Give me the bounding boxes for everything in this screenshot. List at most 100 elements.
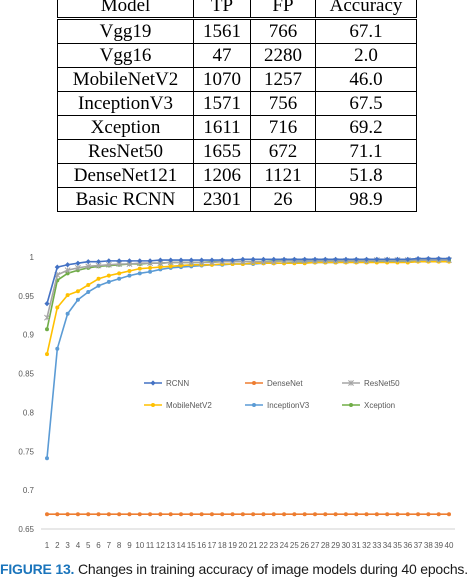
- data-point: [230, 512, 235, 517]
- data-point: [252, 381, 256, 385]
- x-tick-label: 5: [86, 541, 91, 550]
- series-line: [46, 259, 449, 330]
- data-point: [127, 273, 132, 278]
- data-point: [333, 512, 338, 517]
- legend-label: MobileNetV2: [166, 401, 212, 410]
- data-point: [220, 512, 225, 517]
- table-cell: 1571: [193, 91, 251, 116]
- series-mobilenetv2: [45, 259, 451, 357]
- data-point: [363, 256, 370, 262]
- table-cell: Vgg19: [57, 18, 194, 44]
- table-cell: 26: [250, 187, 316, 212]
- data-point: [148, 269, 153, 274]
- legend-item-resnet50: ResNet50: [342, 379, 400, 388]
- legend-label: ResNet50: [364, 379, 400, 388]
- table-cell: 1655: [193, 139, 251, 164]
- data-point: [364, 512, 369, 517]
- series-xception: [45, 258, 451, 332]
- data-point: [117, 276, 122, 281]
- header-accuracy: Accuracy: [315, 0, 417, 20]
- data-point: [447, 512, 451, 517]
- data-point: [148, 265, 153, 270]
- y-tick-label: 0.7: [23, 486, 35, 495]
- data-point: [65, 262, 71, 268]
- data-point: [251, 512, 256, 517]
- x-tick-label: 34: [383, 541, 392, 550]
- x-tick-label: 39: [434, 541, 443, 550]
- table-row: ResNet50 1655 672 71.1: [57, 139, 417, 164]
- table-cell: 1561: [193, 18, 251, 44]
- data-point: [323, 512, 328, 517]
- data-point: [405, 256, 411, 262]
- table-cell: 1206: [193, 163, 251, 188]
- data-point: [55, 346, 60, 351]
- x-tick-label: 32: [362, 541, 371, 550]
- header-tp: TP: [193, 0, 251, 20]
- x-tick-label: 28: [321, 541, 330, 550]
- data-point: [65, 293, 70, 298]
- data-point: [106, 279, 111, 284]
- data-point: [271, 512, 276, 517]
- x-tick-label: 22: [259, 541, 268, 550]
- series-inceptionv3: [45, 258, 451, 461]
- data-point: [117, 271, 122, 276]
- table-cell: 1611: [193, 115, 251, 140]
- series-line: [46, 260, 449, 355]
- x-axis-labels: 1 2 3 4 5 6 7 8 9 10 11 12 13 14 15 16 17 18 19 20 21 22 23 24 2…: [45, 541, 454, 550]
- data-point: [292, 512, 297, 517]
- x-tick-label: 16: [197, 541, 206, 550]
- y-axis-labels: 0.65 0.7 0.75 0.8 0.85 0.9 0.95 1: [18, 253, 34, 534]
- x-tick-label: 8: [117, 541, 122, 550]
- x-tick-label: 12: [156, 541, 165, 550]
- table-cell: 46.0: [315, 67, 417, 92]
- table-cell: 2.0: [315, 43, 417, 68]
- data-point: [106, 273, 111, 278]
- x-tick-label: 7: [107, 541, 112, 550]
- data-point: [45, 327, 49, 332]
- x-tick-label: 37: [414, 541, 423, 550]
- x-tick-label: 31: [352, 541, 361, 550]
- data-point: [312, 256, 318, 262]
- table-row: DenseNet121 1206 1121 51.8: [57, 163, 417, 188]
- data-point: [44, 314, 50, 321]
- table-row: Vgg19 1561 766 67.1: [57, 18, 417, 44]
- x-tick-label: 15: [187, 541, 196, 550]
- data-point: [282, 512, 287, 517]
- y-tick-label: 1: [30, 253, 35, 262]
- data-point: [189, 512, 194, 517]
- table-body: Vgg19 1561 766 67.1 Vgg16 47 2280 2.0 MobileNetV…: [57, 18, 417, 212]
- data-point: [55, 512, 60, 517]
- figure-caption: FIGURE 13. Changes in training accuracy …: [0, 561, 474, 577]
- data-point: [148, 512, 153, 517]
- legend-item-inceptionv3: InceptionV3: [245, 401, 310, 410]
- header-fp: FP: [250, 0, 316, 20]
- table-row: Basic RCNN 2301 26 98.9: [57, 187, 417, 212]
- table-cell: 67.5: [315, 91, 417, 116]
- table-cell: 1121: [250, 163, 316, 188]
- data-point: [158, 512, 163, 517]
- table-cell: 2301: [193, 187, 251, 212]
- data-point: [168, 257, 174, 263]
- y-tick-label: 0.9: [23, 331, 35, 340]
- data-point: [209, 512, 214, 517]
- data-point: [416, 512, 421, 517]
- data-point: [349, 403, 353, 407]
- data-point: [199, 512, 204, 517]
- x-tick-label: 2: [55, 541, 60, 550]
- table-cell: InceptionV3: [57, 91, 194, 116]
- data-point: [45, 456, 49, 461]
- data-point: [75, 289, 80, 294]
- data-point: [158, 265, 163, 270]
- data-point: [261, 512, 266, 517]
- data-point: [137, 512, 142, 517]
- data-point: [384, 256, 390, 262]
- data-point: [96, 276, 101, 281]
- series-line: [46, 260, 449, 459]
- table-cell: 1257: [250, 67, 316, 92]
- data-point: [178, 257, 184, 263]
- legend-label: InceptionV3: [267, 401, 310, 410]
- data-point: [302, 256, 308, 262]
- x-tick-label: 17: [207, 541, 216, 550]
- data-point: [96, 283, 101, 288]
- data-point: [65, 512, 70, 517]
